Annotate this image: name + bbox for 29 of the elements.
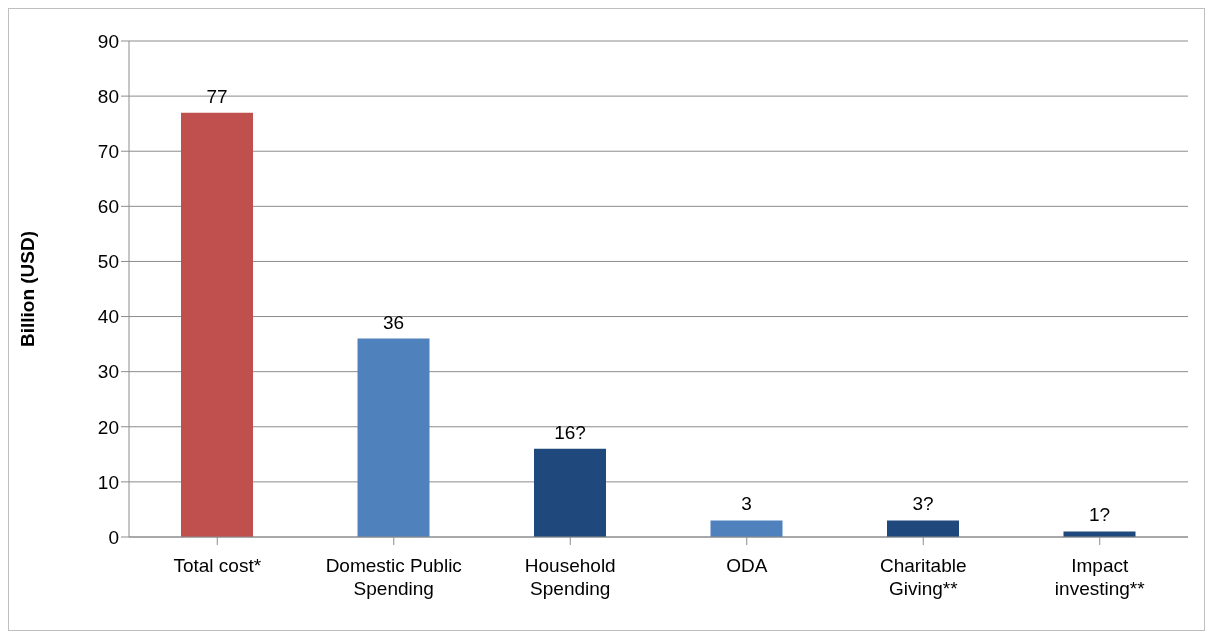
y-tick-label: 90 — [97, 30, 119, 52]
x-tick-label: Total cost* — [173, 555, 262, 577]
y-tick-label: 30 — [97, 361, 119, 383]
bar — [534, 448, 606, 537]
y-tick-label: 20 — [97, 416, 119, 438]
y-tick-label: 0 — [108, 526, 119, 548]
data-label: 3? — [912, 493, 934, 515]
x-tick-label: Household Spending — [524, 555, 616, 599]
x-tick-label: Charitable Giving** — [879, 555, 967, 599]
data-label: 77 — [206, 85, 228, 107]
data-label: 3 — [741, 493, 752, 515]
data-label: 16? — [554, 421, 586, 443]
y-tick-label: 70 — [97, 140, 119, 162]
bar — [357, 338, 430, 537]
bar — [710, 520, 783, 537]
data-label: 36 — [382, 311, 405, 333]
y-tick-label: 60 — [97, 196, 119, 218]
x-tick-label: Domestic Public Spending — [325, 555, 462, 599]
bar — [887, 520, 959, 537]
x-tick-label: Impact investing** — [1054, 555, 1146, 599]
y-tick-label: 10 — [97, 471, 119, 493]
y-axis-title: Billion (USD) — [16, 230, 38, 348]
y-tick-label: 40 — [97, 306, 119, 328]
data-label: 1? — [1088, 504, 1111, 526]
bar — [181, 112, 253, 537]
y-tick-label: 50 — [97, 251, 119, 273]
x-tick-label: ODA — [726, 555, 768, 577]
bar — [1063, 531, 1136, 537]
y-tick-label: 80 — [97, 85, 119, 107]
